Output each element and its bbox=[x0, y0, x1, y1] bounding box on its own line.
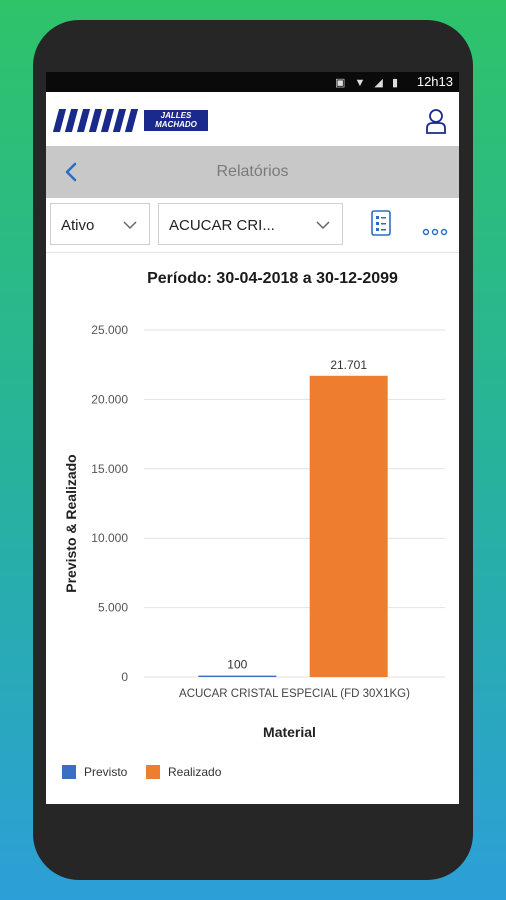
y-tick-label: 10.000 bbox=[91, 531, 128, 545]
legend-swatch bbox=[62, 765, 76, 779]
bar-previsto bbox=[198, 675, 277, 677]
title-bar: Relatórios bbox=[46, 146, 459, 198]
back-button[interactable] bbox=[60, 160, 84, 184]
report-period: Período: 30-04-2018 a 30-12-2099 bbox=[46, 270, 459, 288]
material-select[interactable]: ACUCAR CRI... bbox=[158, 203, 343, 245]
chevron-left-icon bbox=[65, 162, 77, 182]
x-tick-label: ACUCAR CRISTAL ESPECIAL (FD 30X1KG) bbox=[179, 688, 410, 700]
y-tick-label: 5.000 bbox=[98, 601, 128, 615]
filter-bar: Ativo ACUCAR CRI... bbox=[46, 198, 459, 253]
y-tick-label: 25.000 bbox=[91, 323, 128, 337]
bar-chart: 0 5.000 10.000 15.000 20.000 25.000 100 21.701 A… bbox=[63, 323, 445, 740]
y-axis-label: Previsto & Realizado bbox=[63, 454, 79, 593]
user-icon bbox=[426, 109, 446, 134]
bar-realizado bbox=[309, 375, 388, 677]
report-period-text: Período: 30-04-2018 a 30-12-2099 bbox=[147, 270, 398, 287]
status-icons: ▣ ▼ ◢ ▮ bbox=[335, 77, 401, 89]
x-axis-label: Material bbox=[263, 724, 316, 740]
data-label: 21.701 bbox=[330, 358, 367, 372]
material-select-value: ACUCAR CRI... bbox=[169, 217, 275, 234]
list-icon bbox=[371, 210, 391, 236]
company-logo: JALLES MACHADO bbox=[52, 109, 209, 132]
data-label: 100 bbox=[227, 658, 247, 672]
legend-label: Realizado bbox=[168, 765, 222, 779]
logo-line2: MACHADO bbox=[155, 120, 197, 129]
chevron-down-icon bbox=[123, 221, 137, 230]
user-profile-button[interactable] bbox=[425, 108, 447, 134]
status-bar: ▣ ▼ ◢ ▮ 12h13 bbox=[46, 72, 459, 92]
y-tick-label: 0 bbox=[121, 670, 128, 684]
status-time: 12h13 bbox=[416, 74, 453, 89]
app-header: JALLES MACHADO bbox=[46, 92, 459, 146]
chevron-down-icon bbox=[316, 221, 330, 230]
y-tick-label: 15.000 bbox=[91, 462, 128, 476]
app-screen: ▣ ▼ ◢ ▮ 12h13 JALLES MACHADO bbox=[46, 72, 459, 804]
y-tick-label: 20.000 bbox=[91, 392, 128, 406]
status-select[interactable]: Ativo bbox=[50, 203, 150, 245]
status-select-value: Ativo bbox=[61, 217, 95, 234]
page-title: Relatórios bbox=[216, 163, 289, 180]
legend-swatch bbox=[146, 765, 160, 779]
more-icon bbox=[422, 228, 448, 236]
logo-line1: JALLES bbox=[160, 111, 192, 120]
list-view-button[interactable] bbox=[371, 210, 391, 241]
legend-label: Previsto bbox=[84, 765, 128, 779]
more-options-button[interactable] bbox=[422, 224, 448, 242]
